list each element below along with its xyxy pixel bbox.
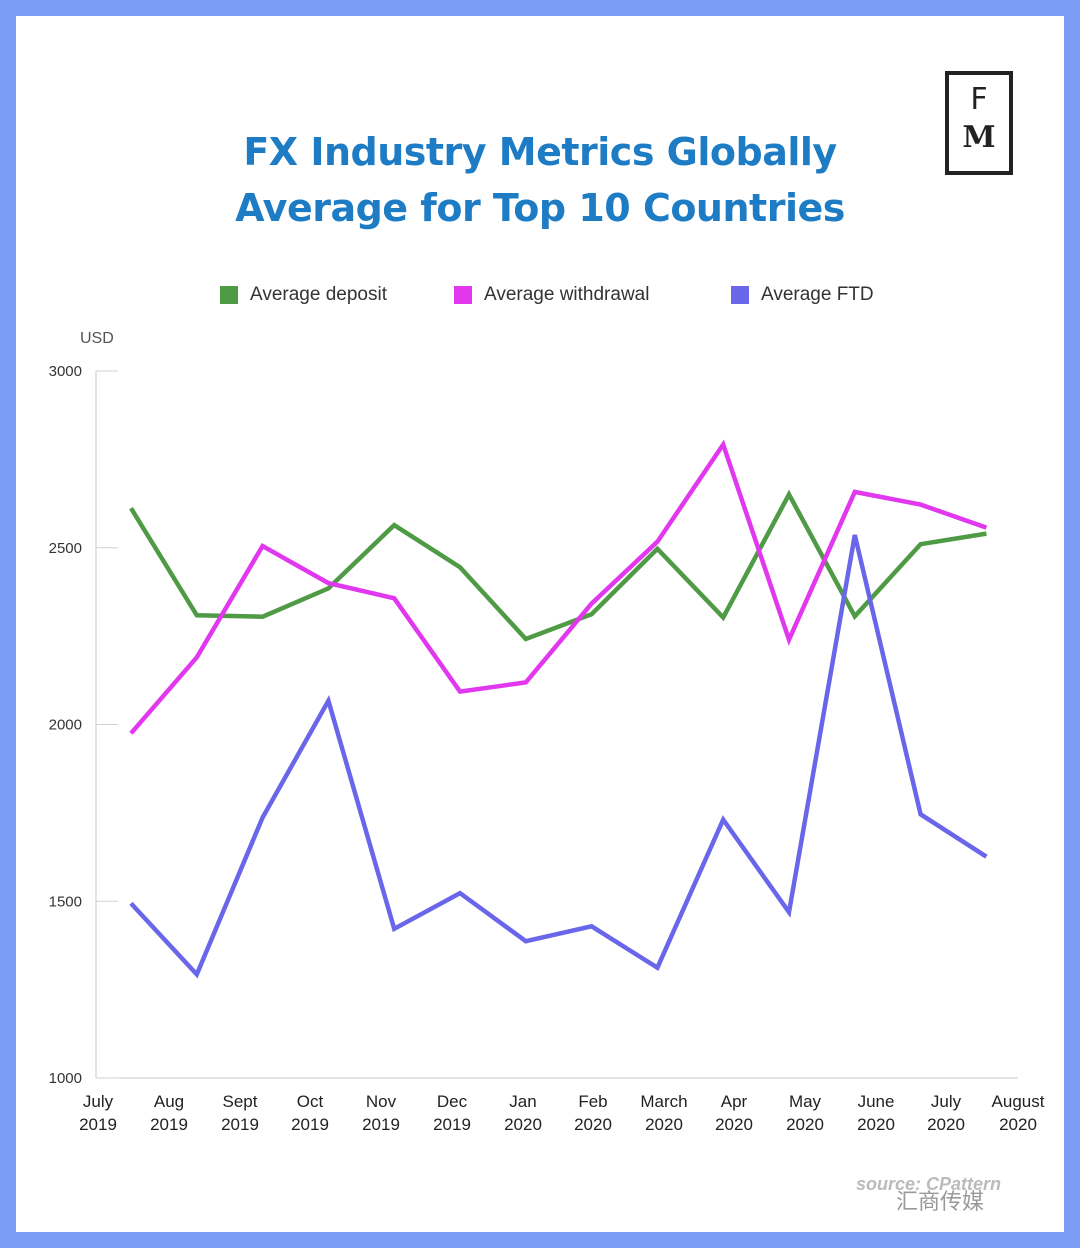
x-tick-label: 2020 — [645, 1115, 683, 1134]
x-tick-label: Aug — [154, 1092, 184, 1111]
x-tick-label: 2020 — [504, 1115, 542, 1134]
y-tick-label: 1500 — [49, 893, 82, 910]
x-tick-label: Jan — [509, 1092, 536, 1111]
legend-swatch-ftd — [731, 286, 749, 304]
legend-item-withdrawal: Average withdrawal — [454, 280, 649, 310]
x-tick-label: Apr — [721, 1092, 748, 1111]
legend-label-ftd: Average FTD — [761, 284, 874, 305]
logo-letter-m: M — [962, 120, 996, 155]
chart-card: F M FX Industry Metrics Globally Average… — [16, 16, 1064, 1232]
x-tick-label: 2020 — [715, 1115, 753, 1134]
legend-swatch-deposit — [220, 286, 238, 304]
x-tick-label: 2020 — [927, 1115, 965, 1134]
x-tick-label: Oct — [297, 1092, 324, 1111]
legend-swatch-withdrawal — [454, 286, 472, 304]
chart-subtitle: Average for Top 10 Countries — [235, 186, 845, 230]
x-tick-label: 2020 — [786, 1115, 824, 1134]
x-tick-label: 2020 — [574, 1115, 612, 1134]
series-line-ftd — [129, 534, 988, 979]
y-tick-label: 3000 — [49, 363, 82, 380]
x-tick-label: July — [931, 1092, 962, 1111]
legend-label-withdrawal: Average withdrawal — [484, 284, 650, 305]
chart-title: FX Industry Metrics Globally — [243, 130, 837, 174]
x-tick-label: 2019 — [433, 1115, 471, 1134]
x-tick-label: 2020 — [999, 1115, 1037, 1134]
x-tick-label: March — [640, 1092, 687, 1111]
x-tick-label: 2019 — [291, 1115, 329, 1134]
x-tick-label: Nov — [366, 1092, 397, 1111]
legend-label-deposit: Average deposit — [250, 284, 387, 305]
x-tick-label: May — [789, 1092, 822, 1111]
source-watermark: source: CPattern — [856, 1174, 1002, 1194]
x-tick-label: Dec — [437, 1092, 468, 1111]
series-line-deposit — [129, 489, 987, 642]
x-tick-label: Feb — [578, 1092, 607, 1111]
y-tick-label: 1000 — [49, 1070, 82, 1087]
x-tick-label: 2019 — [79, 1115, 117, 1134]
x-tick-label: Sept — [223, 1092, 258, 1111]
series-line-withdrawal — [129, 439, 988, 735]
logo-letter-f: F — [970, 82, 988, 117]
x-tick-label: 2019 — [362, 1115, 400, 1134]
y-axis-label: USD — [80, 330, 114, 347]
x-tick-label: June — [858, 1092, 895, 1111]
chart-legend: Average deposit Average withdrawal Avera… — [16, 280, 1064, 310]
y-tick-label: 2000 — [49, 717, 82, 734]
wechat-watermark: 汇商传媒 — [896, 1189, 985, 1214]
x-tick-label: 2019 — [150, 1115, 188, 1134]
legend-item-ftd: Average FTD — [731, 280, 874, 310]
x-tick-label: 2019 — [221, 1115, 259, 1134]
x-tick-label: August — [992, 1092, 1045, 1111]
x-tick-label: July — [83, 1092, 114, 1111]
legend-item-deposit: Average deposit — [220, 280, 387, 310]
x-tick-label: 2020 — [857, 1115, 895, 1134]
fm-logo: F M — [945, 71, 1013, 175]
line-chart: USD30002500200015001000July2019Aug2019Se… — [49, 330, 1045, 1134]
y-tick-label: 2500 — [49, 540, 82, 557]
